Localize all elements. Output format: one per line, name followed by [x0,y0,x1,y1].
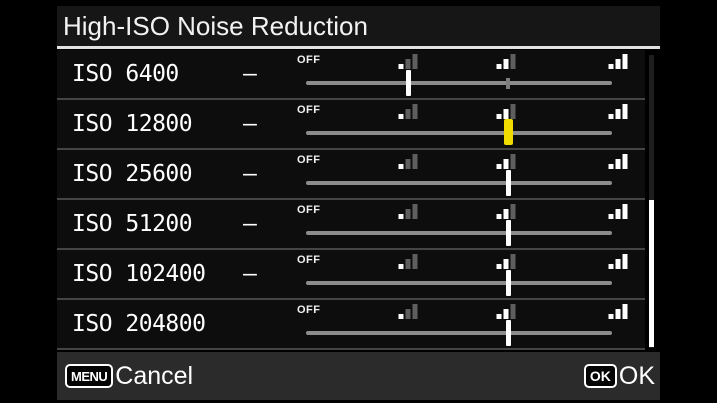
nr-strength-low-icon [398,303,418,319]
nr-slider-track[interactable] [306,231,612,235]
ok-group: OK OK [583,361,655,391]
nr-slider-track[interactable] [306,281,612,285]
iso-label: ISO 6400 [72,61,179,87]
nr-strength-low-icon [398,103,418,119]
iso-dash: – [243,111,257,137]
iso-row-4[interactable]: ISO 102400 – OFF [57,250,645,298]
nr-strength-medium-icon [496,253,516,269]
nr-off-label: OFF [297,54,321,66]
iso-row-block: ISO 12800 – OFF [57,100,645,150]
nr-slider-marker[interactable] [405,70,411,96]
iso-row-1[interactable]: ISO 12800 – OFF [57,100,645,148]
iso-dash: – [243,211,257,237]
nr-strength-low-icon [398,153,418,169]
nr-strength-medium-icon [496,303,516,319]
nr-strength-medium-icon [496,153,516,169]
menu-button-badge[interactable]: MENU [65,364,114,388]
nr-strength-high-icon [608,103,628,119]
nr-strength-high-icon [608,53,628,69]
nr-off-label: OFF [297,104,321,116]
iso-row-block: ISO 102400 – OFF [57,250,645,300]
iso-row-block: ISO 6400 – OFF [57,50,645,100]
row-separator [57,98,645,100]
iso-label: ISO 12800 [72,111,193,137]
iso-label: ISO 102400 [72,261,206,287]
nr-off-label: OFF [297,304,321,316]
nr-strength-medium-icon [496,53,516,69]
row-separator [57,348,645,350]
nr-strength-medium-icon [496,203,516,219]
iso-label: ISO 204800 [72,311,206,337]
nr-slider-marker[interactable] [505,170,511,196]
nr-slider-marker[interactable] [505,320,511,346]
nr-strength-medium-icon [496,103,516,119]
iso-row-block: ISO 25600 – OFF [57,150,645,200]
iso-row-5[interactable]: ISO 204800 OFF [57,300,645,348]
nr-slider-marker[interactable] [505,270,511,296]
row-separator [57,198,645,200]
iso-row-2[interactable]: ISO 25600 – OFF [57,150,645,198]
nr-strength-low-icon [398,253,418,269]
scrollbar-thumb[interactable] [649,200,654,347]
nr-slider-marker[interactable] [505,220,511,246]
nr-default-tick [506,78,510,89]
iso-label: ISO 25600 [72,161,193,187]
iso-dash: – [243,61,257,87]
row-separator [57,298,645,300]
iso-label: ISO 51200 [72,211,193,237]
iso-rows: ISO 6400– OFF ISO 12800– OFF ISO 25600– OFF IS… [57,50,645,350]
nr-slider-track[interactable] [306,181,612,185]
ok-label[interactable]: OK [618,361,655,390]
nr-off-label: OFF [297,154,321,166]
nr-strength-high-icon [608,253,628,269]
nr-strength-low-icon [398,203,418,219]
nr-strength-high-icon [608,153,628,169]
nr-off-label: OFF [297,204,321,216]
iso-dash: – [243,261,257,287]
title-underline [57,46,660,49]
iso-dash: – [243,161,257,187]
footer-bar: MENU Cancel OK OK [57,352,660,400]
nr-strength-low-icon [398,53,418,69]
nr-slider-track[interactable] [306,81,612,85]
cancel-label[interactable]: Cancel [115,361,194,390]
nr-off-label: OFF [297,254,321,266]
scrollbar-track[interactable] [649,55,654,348]
row-separator [57,248,645,250]
iso-row-block: ISO 204800 OFF [57,300,645,350]
nr-slider-track[interactable] [306,131,612,135]
row-separator [57,148,645,150]
nr-strength-high-icon [608,203,628,219]
title-bar: High-ISO Noise Reduction [57,6,660,46]
iso-row-3[interactable]: ISO 51200 – OFF [57,200,645,248]
iso-row-0[interactable]: ISO 6400 – OFF [57,50,645,98]
nr-slider-track[interactable] [306,331,612,335]
iso-row-block: ISO 51200 – OFF [57,200,645,250]
nr-slider-marker[interactable] [503,119,513,145]
ok-button-badge[interactable]: OK [583,364,617,388]
page-title: High-ISO Noise Reduction [63,10,368,41]
nr-strength-high-icon [608,303,628,319]
